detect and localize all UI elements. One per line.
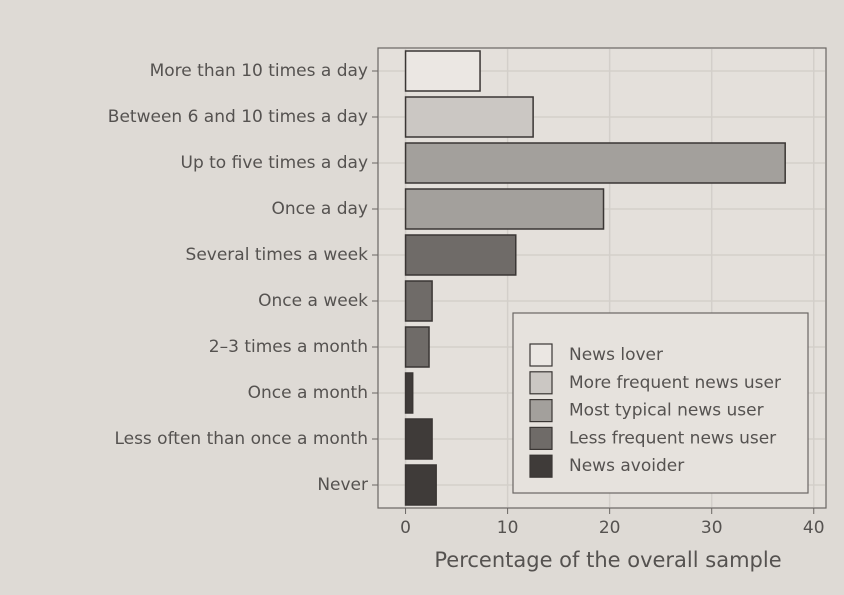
legend-label: News lover [569, 345, 663, 365]
x-tick-label: 0 [400, 518, 411, 538]
legend-label: Less frequent news user [569, 428, 776, 448]
legend-swatch [529, 371, 553, 395]
bar [404, 142, 786, 184]
legend-swatch [529, 454, 553, 478]
bar [404, 96, 534, 138]
legend-swatch [529, 343, 553, 367]
bar [404, 372, 414, 414]
y-tick-label: Up to five times a day [181, 153, 369, 173]
legend-box [512, 312, 809, 494]
y-tick-label: Once a week [258, 291, 368, 311]
y-tick-label: Once a day [272, 199, 368, 219]
x-tick-label: 30 [701, 518, 723, 538]
legend-label: Most typical news user [569, 401, 764, 421]
bar [404, 188, 605, 230]
bar [404, 326, 430, 368]
x-tick-label: 20 [599, 518, 621, 538]
y-tick-label: Several times a week [186, 245, 369, 265]
y-tick-label: 2–3 times a month [209, 337, 368, 357]
legend-swatch [529, 426, 553, 450]
y-tick-label: Between 6 and 10 times a day [108, 107, 368, 127]
bar [404, 234, 517, 276]
y-tick-label: Never [317, 475, 368, 495]
bar [404, 464, 437, 506]
x-tick-label: 10 [497, 518, 519, 538]
bar [404, 280, 433, 322]
x-axis-title: Percentage of the overall sample [434, 548, 781, 572]
legend-label: More frequent news user [569, 373, 781, 393]
bar [404, 50, 481, 92]
bar [404, 418, 433, 460]
y-tick-label: More than 10 times a day [150, 61, 368, 81]
legend-label: News avoider [569, 456, 684, 476]
y-tick-label: Once a month [248, 383, 368, 403]
legend-swatch [529, 399, 553, 423]
x-tick-label: 40 [803, 518, 825, 538]
y-tick-label: Less often than once a month [114, 429, 368, 449]
